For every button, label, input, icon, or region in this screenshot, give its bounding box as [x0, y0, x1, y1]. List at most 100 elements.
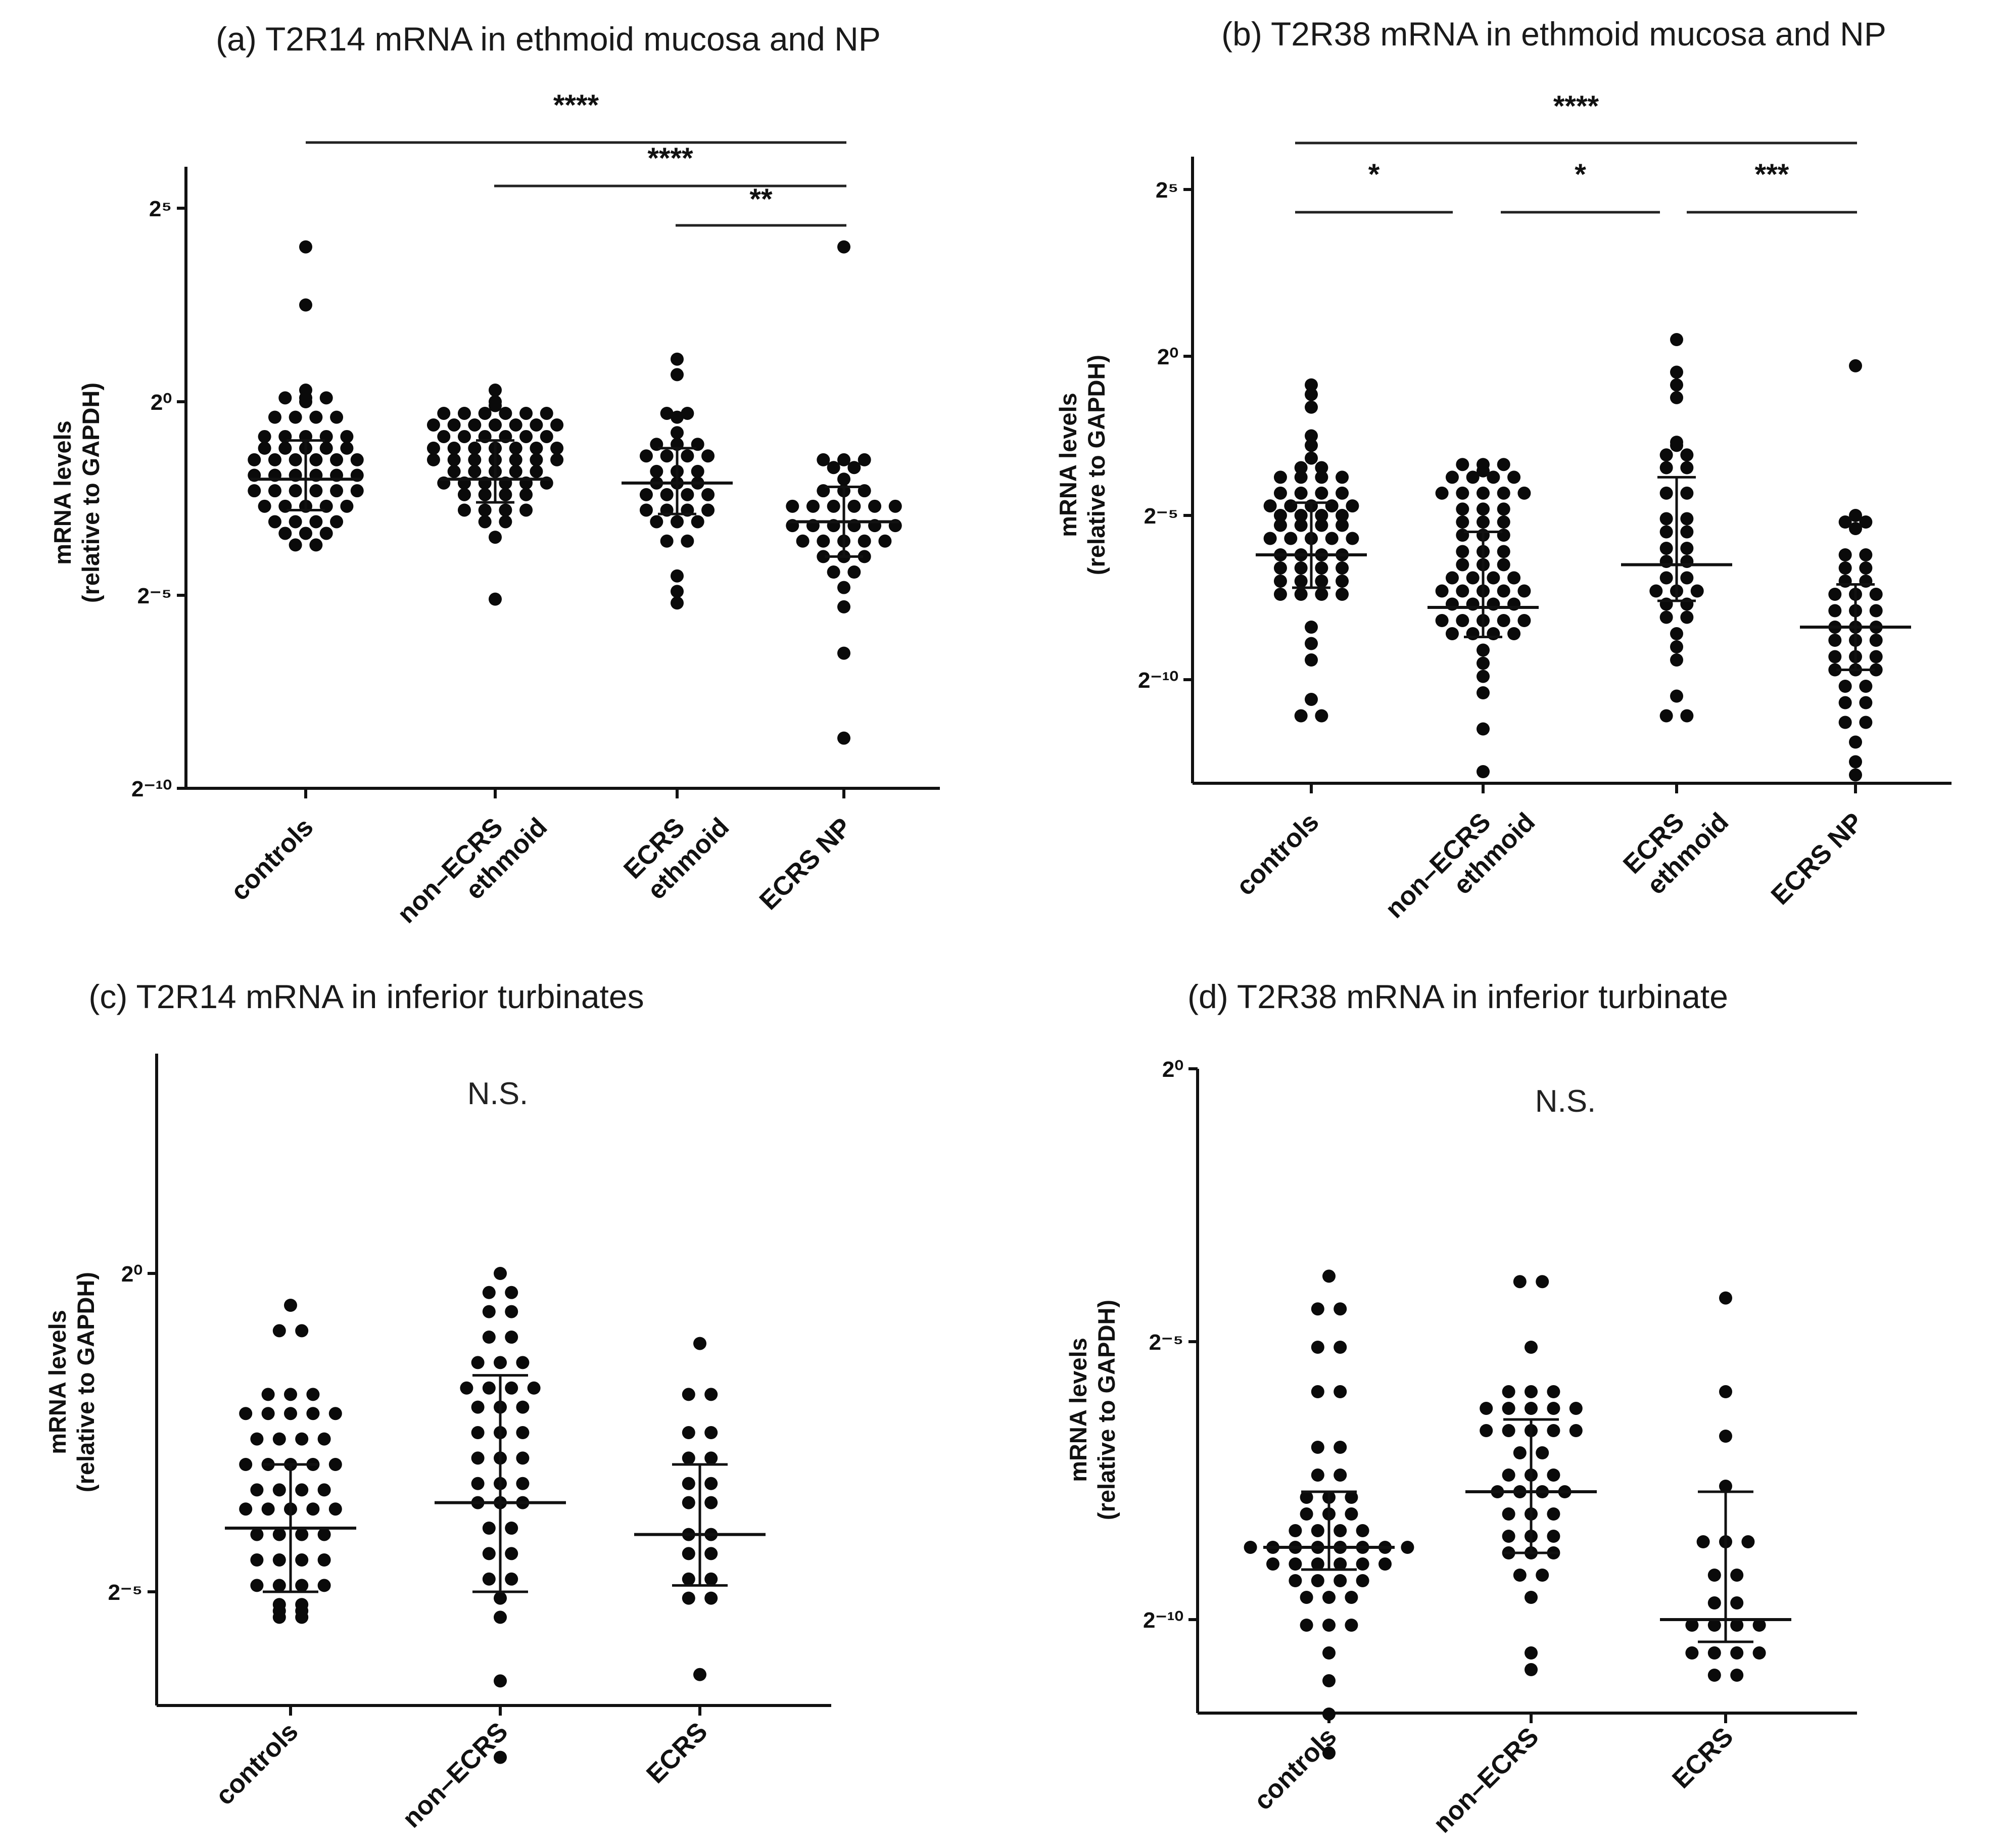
data-point — [681, 488, 694, 501]
y-tick-label: 2⁻⁵ — [1144, 504, 1178, 529]
y-axis-label-line: (relative to GAPDH) — [77, 383, 104, 603]
panel-title: (b) T2R38 mRNA in ethmoid mucosa and NP — [1221, 15, 1886, 53]
data-point — [1730, 1569, 1744, 1582]
data-point — [888, 499, 902, 513]
x-category-label-line: controls — [1248, 1722, 1342, 1816]
data-point — [460, 1381, 473, 1395]
data-point — [1525, 1341, 1538, 1354]
data-point — [1334, 1302, 1347, 1316]
data-point — [847, 499, 861, 513]
y-axis-label-line: (relative to GAPDH) — [72, 1272, 99, 1492]
data-point — [295, 1528, 309, 1541]
data-point — [482, 1522, 496, 1535]
data-point — [681, 534, 694, 548]
data-point — [1517, 584, 1531, 598]
data-point — [847, 461, 861, 475]
data-point — [1502, 1385, 1515, 1398]
data-point — [261, 1407, 275, 1420]
data-point — [330, 453, 344, 466]
data-point — [1466, 627, 1480, 640]
data-point — [837, 731, 850, 745]
data-point — [261, 1502, 275, 1516]
data-point — [704, 1388, 718, 1401]
data-point — [1730, 1619, 1744, 1632]
data-point — [1502, 1402, 1515, 1415]
significance-label: *** — [1755, 158, 1789, 191]
data-point — [1334, 1557, 1347, 1571]
data-point — [278, 527, 292, 540]
data-point — [1547, 1424, 1560, 1437]
panel-d: (d) T2R38 mRNA in inferior turbinate mRNA… — [1065, 978, 1857, 1838]
y-axis-label-line: (relative to GAPDH) — [1083, 355, 1110, 575]
data-point — [847, 565, 861, 579]
data-point — [261, 1388, 275, 1401]
data-point — [1513, 1275, 1527, 1289]
data-point — [1869, 588, 1883, 601]
y-tick-label: 2⁵ — [149, 197, 172, 221]
data-point — [1828, 588, 1842, 601]
data-point — [1869, 604, 1883, 618]
data-point — [1334, 1574, 1347, 1587]
data-point — [468, 418, 482, 432]
data-point — [540, 406, 553, 420]
data-point — [1828, 634, 1842, 647]
data-point — [1294, 588, 1308, 601]
data-point — [330, 484, 344, 498]
data-point — [1859, 696, 1873, 709]
x-category-label: ECRS NP — [754, 812, 857, 915]
data-point — [878, 534, 892, 548]
data-point — [272, 1579, 286, 1592]
significance-label: **** — [1553, 90, 1599, 123]
data-point — [1300, 1491, 1313, 1504]
data-point — [1356, 1524, 1369, 1537]
data-point — [1315, 461, 1328, 475]
data-point — [1497, 584, 1510, 598]
data-point — [837, 472, 850, 486]
data-point — [1289, 1574, 1302, 1587]
significance-label: * — [1575, 158, 1586, 191]
y-axis-label: mRNA levels(relative to GAPDH) — [49, 383, 104, 603]
data-point — [1752, 1619, 1766, 1632]
data-point — [1477, 464, 1490, 478]
data-point — [505, 1286, 518, 1299]
data-point — [1670, 653, 1683, 667]
y-axis-label: mRNA levels(relative to GAPDH) — [1055, 355, 1110, 575]
data-point — [1838, 515, 1852, 529]
data-point — [1266, 1557, 1279, 1571]
data-point — [1659, 542, 1673, 555]
data-point — [1680, 448, 1694, 462]
data-point — [1294, 470, 1308, 484]
data-point — [1659, 486, 1673, 500]
data-point — [868, 499, 882, 513]
x-category-label: ECRSethmoid — [618, 790, 735, 907]
data-point — [1315, 588, 1328, 601]
data-point — [471, 1477, 485, 1490]
y-tick-label: 2⁰ — [151, 390, 172, 415]
data-point — [1659, 512, 1673, 526]
data-point — [1456, 545, 1469, 558]
data-point — [426, 441, 440, 455]
data-point — [1435, 614, 1449, 627]
data-point — [1305, 621, 1318, 634]
data-point — [1294, 486, 1308, 500]
data-point — [489, 592, 502, 606]
data-point — [317, 1528, 331, 1541]
data-point — [1456, 614, 1469, 627]
x-category-label-line: controls — [225, 812, 319, 906]
data-point — [1859, 561, 1873, 575]
data-point — [1838, 716, 1852, 729]
data-point — [494, 1750, 507, 1764]
data-point — [1336, 588, 1349, 601]
data-point — [682, 1451, 695, 1465]
data-point — [1547, 1468, 1560, 1482]
data-point — [340, 499, 354, 513]
data-point — [272, 1553, 286, 1567]
data-point — [1477, 765, 1490, 778]
data-point — [1707, 1646, 1721, 1660]
data-point — [1289, 1557, 1302, 1571]
data-point — [437, 430, 451, 443]
data-point — [1659, 709, 1673, 723]
data-point — [550, 418, 564, 432]
data-point — [1311, 1557, 1324, 1571]
data-point — [1838, 680, 1852, 693]
